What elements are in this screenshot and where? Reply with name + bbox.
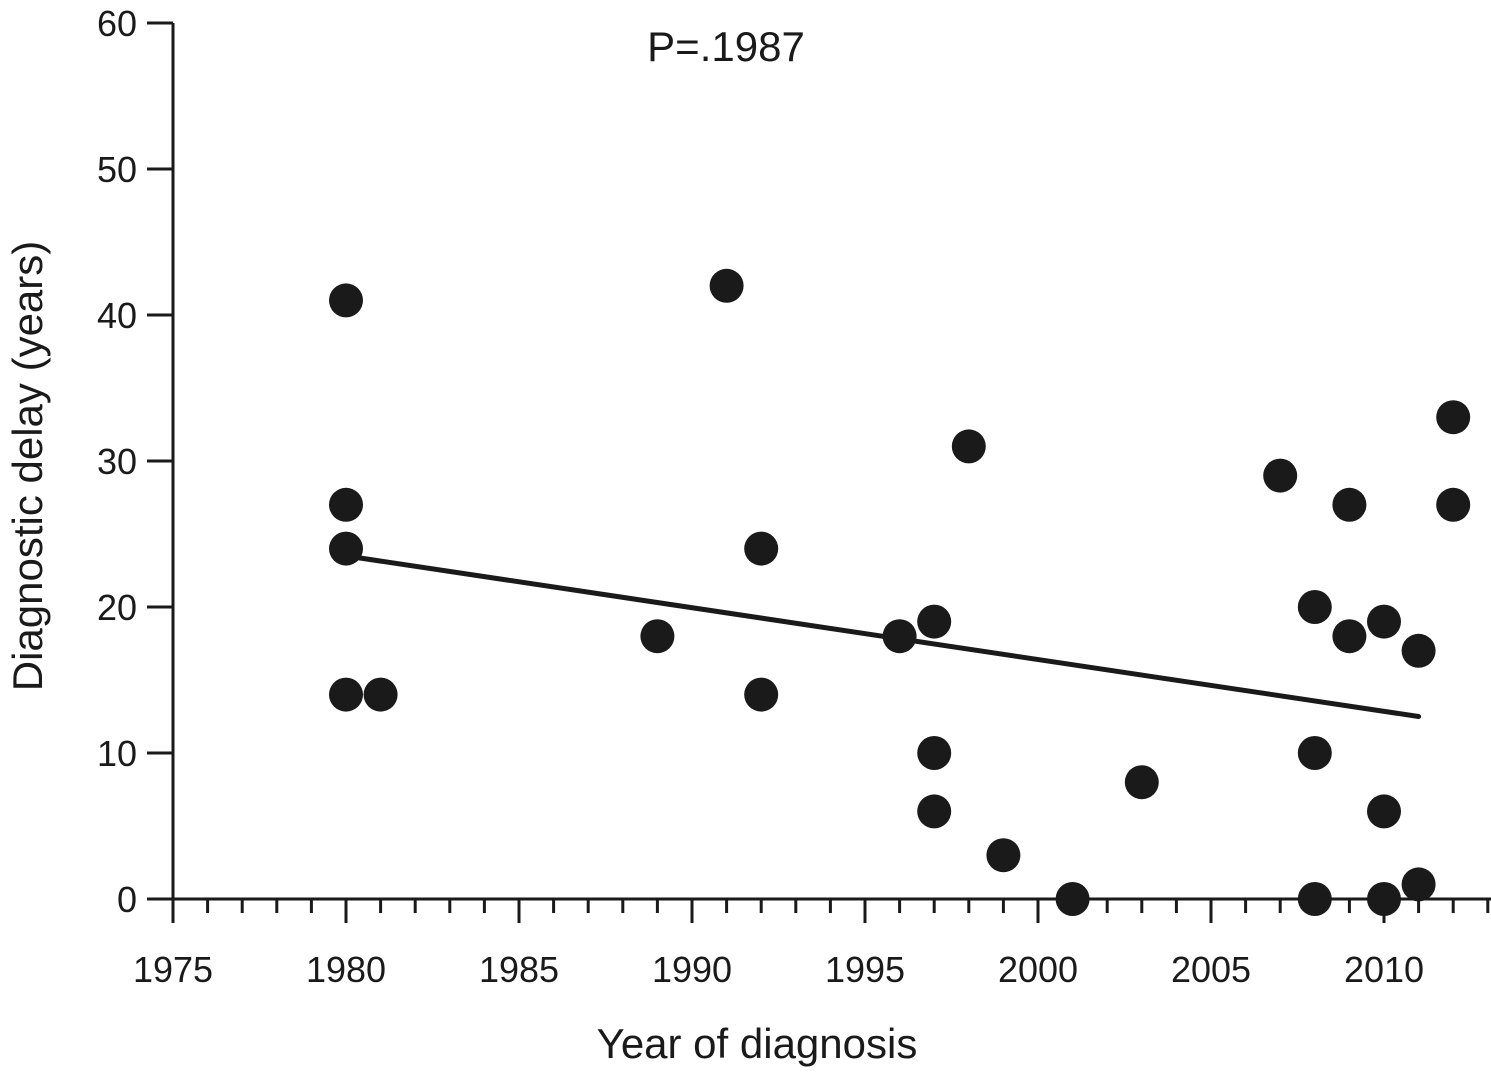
data-point [329, 677, 363, 712]
x-tick-label: 1985 [479, 949, 559, 990]
data-point [1401, 867, 1436, 902]
data-point [1332, 619, 1367, 654]
x-axis-title: Year of diagnosis [597, 1020, 918, 1067]
data-point [1401, 633, 1436, 668]
data-point [1367, 604, 1401, 639]
y-tick-label: 30 [97, 441, 137, 482]
y-axis-title: Diagnostic delay (years) [4, 241, 51, 692]
y-tick-label: 10 [97, 733, 137, 774]
axes [171, 23, 1491, 901]
data-point [329, 283, 363, 318]
y-ticks: 0 10 20 30 40 50 60 [97, 3, 173, 920]
data-point [1367, 882, 1401, 916]
data-point [1297, 736, 1332, 770]
data-point [363, 677, 398, 712]
data-point [917, 736, 952, 770]
data-point [882, 619, 917, 654]
data-point [329, 487, 363, 522]
data-point [640, 619, 675, 654]
x-tick-label: 2005 [1171, 949, 1251, 990]
data-point [744, 531, 779, 566]
data-point [1263, 458, 1298, 493]
data-point [1297, 882, 1332, 916]
x-tick-label: 1980 [306, 949, 386, 990]
data-point [1124, 765, 1159, 800]
x-tick-label: 1995 [825, 949, 905, 990]
y-tick-label: 40 [97, 295, 137, 336]
data-point [709, 268, 744, 303]
x-tick-label: 1990 [652, 949, 732, 990]
data-point [1332, 487, 1367, 522]
data-point [744, 677, 779, 712]
data-point [917, 794, 952, 829]
x-tick-label: 2000 [998, 949, 1078, 990]
data-point [986, 838, 1021, 873]
data-point [329, 531, 363, 566]
data-point [951, 429, 986, 464]
trend-line [343, 553, 1422, 719]
data-point [1367, 794, 1401, 829]
y-tick-label: 60 [97, 3, 137, 44]
p-value-annotation: P=.1987 [647, 23, 805, 70]
data-point [1436, 400, 1471, 435]
y-tick-label: 0 [117, 879, 137, 920]
data-point [1297, 590, 1332, 624]
data-point [1436, 487, 1471, 522]
x-ticks: 1975 1980 1985 1990 1995 2000 2005 2010 [133, 899, 1490, 990]
x-tick-label: 2010 [1344, 949, 1424, 990]
data-point [917, 604, 952, 639]
y-tick-label: 50 [97, 149, 137, 190]
y-tick-label: 20 [97, 587, 137, 628]
data-points [329, 268, 1471, 916]
data-point [1055, 882, 1090, 916]
x-tick-label: 1975 [133, 949, 213, 990]
